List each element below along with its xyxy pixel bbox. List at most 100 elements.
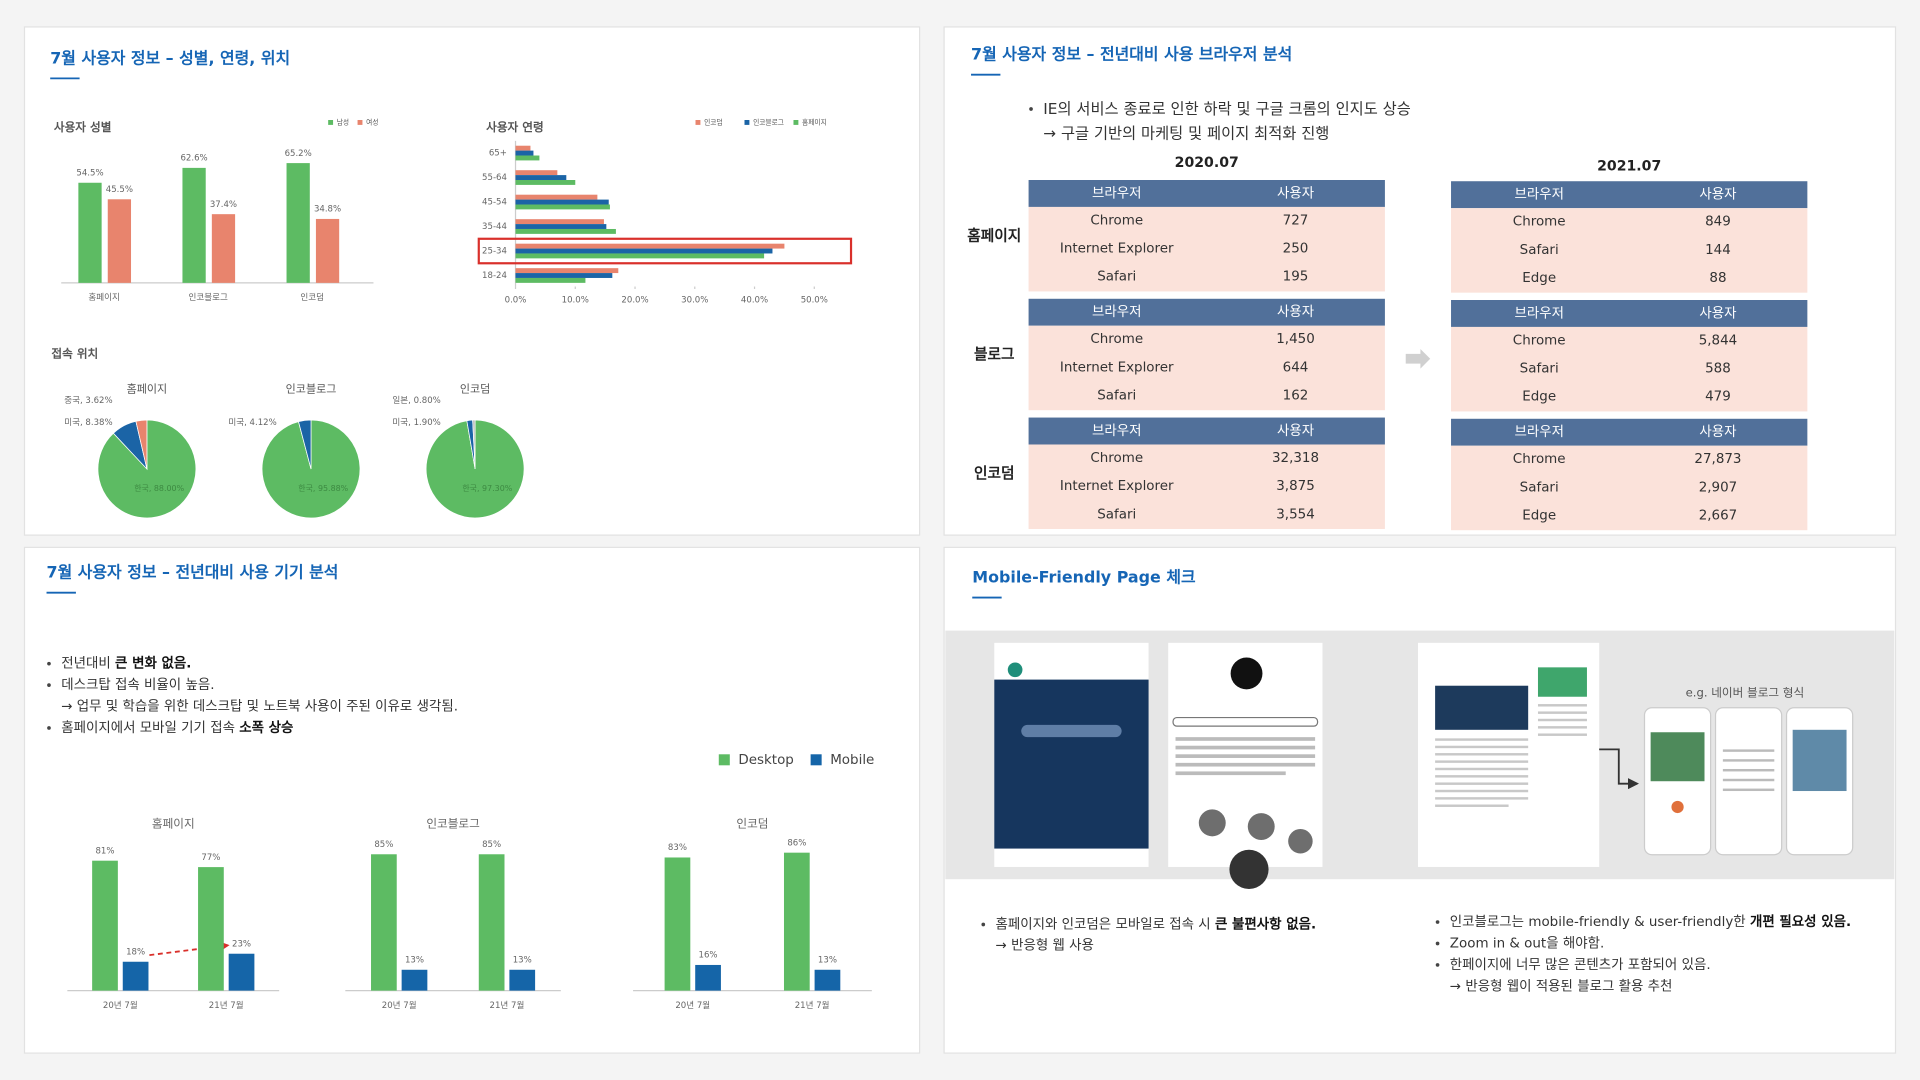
table-cell: Safari (1097, 389, 1136, 404)
bullet-bold: 개편 필요성 있음. (1750, 913, 1851, 930)
text-lines (1435, 704, 1587, 807)
facet-title: 인코덤 (736, 817, 768, 831)
bullet-text: 전년대비 큰 변화 없음. (61, 656, 191, 672)
bar (515, 175, 567, 181)
bullet-dot (981, 922, 986, 927)
bar (182, 167, 206, 283)
table-cell: Safari (1520, 362, 1559, 377)
header-cell: 브라우저 (1514, 305, 1564, 321)
x-tick-label: 0.0% (505, 296, 527, 306)
panel-title: Mobile-Friendly Page 체크 (972, 567, 1196, 586)
value-label: 13% (513, 955, 532, 965)
search-box (1021, 724, 1122, 738)
group-label: 홈페이지 (967, 226, 1021, 244)
table-header (1028, 180, 1385, 207)
chart-title: 사용자 연령 (486, 120, 544, 134)
table-year: 2021.07 (1597, 159, 1661, 175)
pie-slice (135, 419, 148, 470)
bullet-part: → 반응형 웹이 적용된 블로그 활용 추천 (1450, 978, 1673, 994)
bullet-text: 한페이지에 너무 많은 콘텐츠가 포함되어 있음. (1450, 957, 1711, 973)
x-tick-label: 20년 7월 (675, 999, 710, 1011)
bullet-text: → 반응형 웹이 적용된 블로그 활용 추천 (1450, 978, 1673, 994)
table-cell: Safari (1520, 480, 1559, 495)
bullet-dot (47, 661, 51, 666)
banner (1435, 685, 1529, 730)
bar (211, 214, 236, 283)
header-cell: 사용자 (1699, 424, 1737, 440)
x-tick-label: 21년 7월 (490, 999, 525, 1011)
bullet-part: Zoom in & out을 해야함. (1450, 935, 1604, 951)
y-tick-label: 45-54 (482, 198, 507, 208)
legend-label: 여성 (366, 117, 378, 126)
header-cell: 사용자 (1277, 423, 1315, 439)
y-tick-label: 25-34 (482, 247, 507, 257)
header-cell: 사용자 (1699, 187, 1737, 203)
node (1247, 813, 1275, 841)
value-label: 13% (818, 955, 837, 965)
bar (478, 854, 505, 991)
header-cell: 브라우저 (1514, 424, 1564, 440)
chart-title: 사용자 성별 (54, 120, 112, 134)
table-cell: Chrome (1513, 215, 1566, 230)
highlight-box (477, 237, 853, 265)
bullet-text: 홈페이지에서 모바일 기기 접속 소폭 상승 (61, 720, 293, 736)
value-label: 85% (374, 840, 393, 850)
node (1198, 809, 1226, 837)
panel-title: 7월 사용자 정보 – 성별, 연령, 위치 (50, 48, 290, 67)
bullet-part: 한페이지에 너무 많은 콘텐츠가 포함되어 있음. (1450, 957, 1711, 973)
bullet-part: → 구글 기반의 마케팅 및 페이지 최적화 진행 (1043, 124, 1329, 142)
table-cell: Safari (1097, 270, 1136, 285)
x-tick-label: 21년 7월 (795, 999, 830, 1011)
value-label: 13% (405, 955, 424, 965)
slice-label: 미국, 8.38% (64, 417, 112, 428)
facet-title: 인코블로그 (426, 817, 480, 831)
bullet-bold: 큰 변화 없음. (115, 656, 191, 672)
bar (783, 852, 810, 991)
x-tick-label: 홈페이지 (88, 291, 120, 303)
node (1229, 849, 1269, 889)
header-cell: 사용자 (1277, 304, 1315, 320)
table-cell: Internet Explorer (1060, 360, 1174, 375)
table-cell: 3,875 (1276, 479, 1315, 494)
table-cell: Internet Explorer (1060, 242, 1174, 257)
legend-label: Desktop (738, 753, 793, 768)
bar (122, 961, 149, 991)
table-header (1451, 300, 1808, 327)
value-label: 85% (482, 840, 501, 850)
header-cell: 브라우저 (1092, 185, 1142, 201)
x-tick-label: 10.0% (562, 296, 589, 306)
bullet-text: → 업무 및 학습을 위한 데스크탑 및 노트북 사용이 주된 이유로 생각됨. (61, 699, 458, 715)
value-label: 77% (201, 853, 220, 863)
value-label: 62.6% (180, 154, 207, 164)
legend-swatch (810, 754, 822, 766)
table-cell: 3,554 (1276, 507, 1315, 522)
screenshot-hero (994, 679, 1149, 849)
bar (664, 857, 691, 991)
bar (515, 277, 586, 283)
table-cell: 195 (1283, 270, 1309, 285)
value-label: 18% (126, 947, 145, 957)
bar (198, 867, 224, 991)
logo (1007, 662, 1023, 678)
bar (515, 170, 558, 176)
bar (515, 145, 531, 151)
slice-label: 미국, 4.12% (228, 417, 276, 428)
arrow (1405, 348, 1431, 369)
bar (515, 224, 607, 229)
bar (315, 218, 340, 283)
bar (515, 150, 534, 156)
table-cell: 162 (1283, 389, 1309, 404)
value-label: 34.8% (314, 205, 341, 215)
table-cell: 144 (1705, 243, 1731, 258)
y-tick-label: 18-24 (482, 271, 507, 281)
table-cell: Chrome (1090, 213, 1143, 228)
bullet-bold: 큰 불편사항 없음. (1215, 915, 1316, 932)
phone-icon (1671, 800, 1684, 814)
bullet-part: IE의 서비스 종료로 인한 하락 및 구글 크롬의 인지도 상승 (1043, 99, 1411, 117)
pie-title: 인코블로그 (286, 382, 337, 395)
bar (228, 953, 255, 991)
table-cell: Chrome (1513, 333, 1566, 348)
content: 7월 사용자 정보 – 성별, 연령, 위치 7월 사용자 정보 – 전년대비 사… (23, 26, 1897, 1054)
